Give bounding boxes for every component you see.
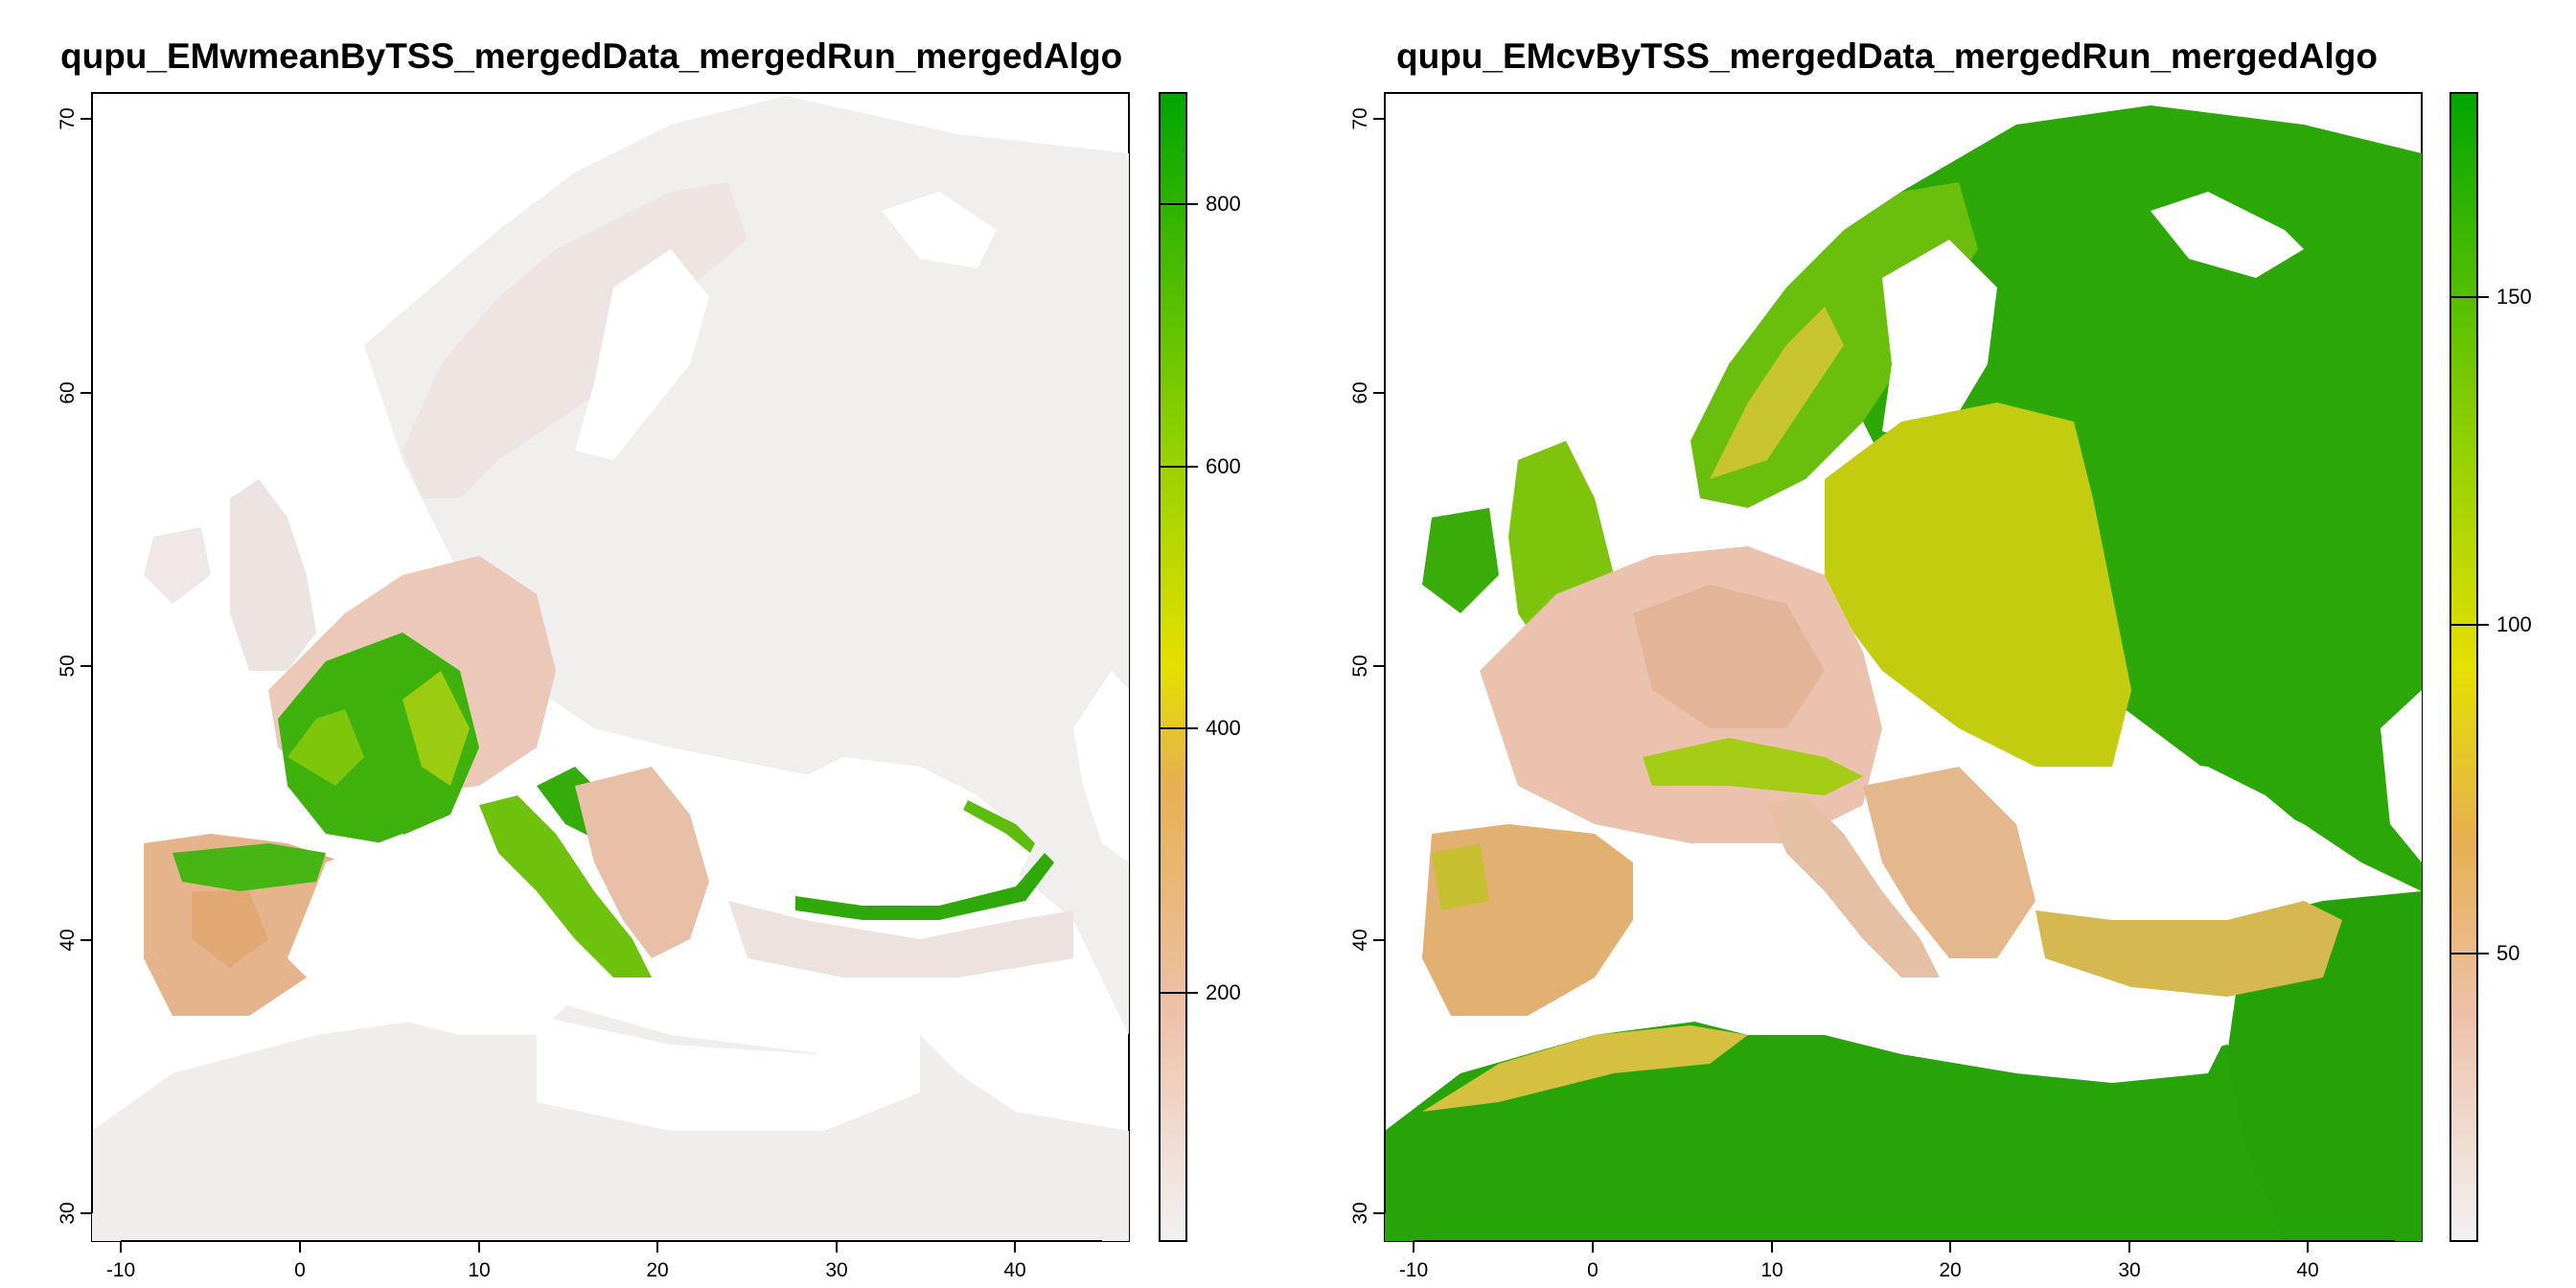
panel-title: qupu_EMcvByTSS_mergedData_mergedRun_merg… bbox=[1396, 36, 2378, 76]
color-legend: 50 100 150 bbox=[2450, 92, 2532, 1242]
panel-title: qupu_EMwmeanByTSS_mergedData_mergedRun_m… bbox=[60, 36, 1123, 76]
x-tick-label: 40 bbox=[1003, 1259, 1025, 1281]
y-tick-label: 40 bbox=[1349, 929, 1371, 951]
x-tick-label: 20 bbox=[646, 1259, 668, 1281]
x-tick-label: 30 bbox=[825, 1259, 847, 1281]
legend-tick-label: 100 bbox=[2496, 612, 2532, 636]
map-land bbox=[1385, 105, 2422, 1241]
y-tick-label: 30 bbox=[57, 1202, 79, 1224]
x-tick-label: 10 bbox=[468, 1259, 490, 1281]
x-axis: -10 0 10 20 30 40 bbox=[106, 1240, 1102, 1281]
map-land bbox=[92, 96, 1129, 1241]
y-tick-label: 70 bbox=[1349, 107, 1371, 129]
y-tick-label: 50 bbox=[57, 655, 79, 677]
panel-cv: qupu_EMcvByTSS_mergedData_mergedRun_merg… bbox=[1288, 0, 2576, 1288]
legend-tick-label: 150 bbox=[2496, 285, 2532, 309]
x-tick-label: -10 bbox=[1399, 1259, 1428, 1281]
legend-tick-label: 200 bbox=[1206, 980, 1241, 1004]
y-tick-label: 70 bbox=[57, 107, 79, 129]
x-tick-label: -10 bbox=[106, 1259, 135, 1281]
map-plot: -10 0 10 20 30 40 30 40 50 60 bbox=[57, 92, 1241, 1281]
x-tick-label: 40 bbox=[2296, 1259, 2318, 1281]
y-tick-label: 60 bbox=[1349, 381, 1371, 403]
x-axis: -10 0 10 20 30 40 bbox=[1399, 1240, 2395, 1281]
x-tick-label: 30 bbox=[2118, 1259, 2140, 1281]
legend-tick-label: 50 bbox=[2496, 941, 2519, 965]
legend-colorbar bbox=[1159, 92, 1187, 1242]
legend-tick-label: 800 bbox=[1206, 192, 1241, 216]
legend-tick-label: 600 bbox=[1206, 454, 1241, 478]
y-tick-label: 50 bbox=[1349, 655, 1371, 677]
color-legend: 200 400 600 800 bbox=[1159, 92, 1241, 1242]
legend-colorbar bbox=[2450, 92, 2478, 1242]
y-tick-label: 40 bbox=[57, 929, 79, 951]
x-tick-label: 20 bbox=[1939, 1259, 1961, 1281]
x-tick-label: 0 bbox=[1587, 1259, 1598, 1281]
map-plot: -10 0 10 20 30 40 30 40 50 60 bbox=[1349, 92, 2532, 1281]
y-tick-label: 30 bbox=[1349, 1202, 1371, 1224]
panel-wmean: qupu_EMwmeanByTSS_mergedData_mergedRun_m… bbox=[57, 36, 1241, 1281]
x-tick-label: 10 bbox=[1760, 1259, 1782, 1281]
x-tick-label: 0 bbox=[294, 1259, 306, 1281]
y-tick-label: 60 bbox=[57, 381, 79, 403]
y-axis: 30 40 50 60 70 bbox=[57, 107, 93, 1225]
y-axis: 30 40 50 60 70 bbox=[1349, 107, 1386, 1225]
legend-tick-label: 400 bbox=[1206, 716, 1241, 740]
